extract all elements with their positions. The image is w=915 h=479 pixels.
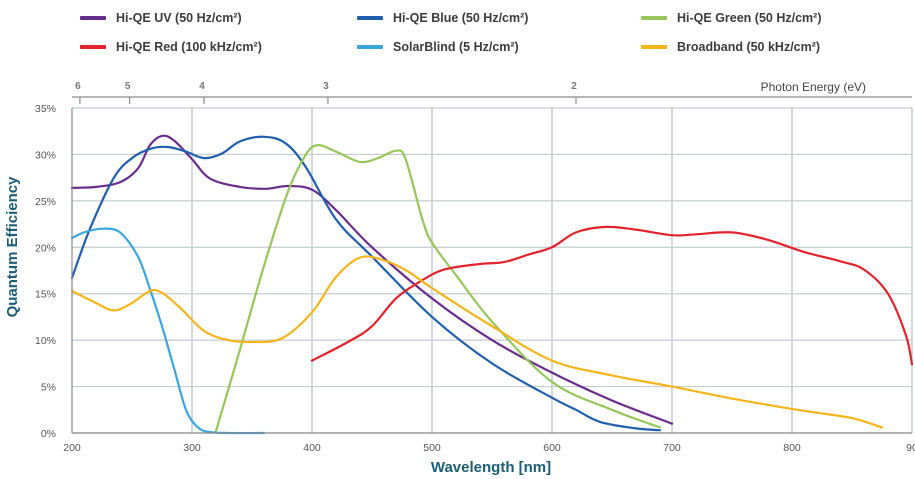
y-tick-label: 35%: [35, 103, 56, 115]
legend-item: Broadband (50 kHz/cm²): [641, 38, 820, 56]
axes: 0% 5% 10% 15% 20% 25% 30% 35% 200 300 400 500 600 700…: [35, 103, 915, 454]
chart-legend: Hi-QE UV (50 Hz/cm²) Hi-QE Blue (50 Hz/cm…: [0, 0, 915, 60]
legend-item: Hi-QE Green (50 Hz/cm²): [641, 9, 821, 27]
x-tick-label: 400: [303, 442, 321, 454]
legend-label: Hi-QE Red (100 kHz/cm²): [116, 40, 262, 54]
y-tick-label: 20%: [35, 242, 56, 254]
x-tick-label: 300: [183, 442, 201, 454]
legend-label: SolarBlind (5 Hz/cm²): [393, 40, 519, 54]
legend-label: Broadband (50 kHz/cm²): [677, 40, 821, 54]
x-tick-label: 700: [663, 442, 681, 454]
x-tick-label: 200: [63, 442, 81, 454]
y-tick-label: 25%: [35, 196, 56, 208]
legend-swatch: [357, 16, 383, 20]
y-tick-label: 5%: [41, 382, 56, 394]
series-lines: [70, 134, 914, 435]
y-axis-label: Quantum Efficiency: [4, 176, 21, 318]
photon-energy-axis: 6 5 4 3 2 Photon Energy (eV): [72, 80, 912, 104]
x-tick-label: 90: [906, 442, 915, 454]
legend-label: Hi-QE UV (50 Hz/cm²): [116, 11, 242, 25]
photon-energy-tick-label: 4: [199, 81, 205, 92]
y-tick-label: 10%: [35, 335, 56, 347]
y-tick-label: 0%: [41, 428, 56, 440]
photon-energy-tick-label: 2: [571, 81, 577, 92]
photon-energy-tick-label: 5: [125, 81, 131, 92]
series-line-1: [70, 135, 662, 432]
legend-item: Hi-QE UV (50 Hz/cm²): [80, 9, 242, 27]
photon-energy-tick-label: 6: [75, 81, 81, 92]
series-line-0: [70, 134, 674, 425]
legend-item: SolarBlind (5 Hz/cm²): [357, 38, 519, 56]
series-line-5: [70, 255, 884, 429]
photon-energy-tick-label: 3: [323, 81, 329, 92]
photon-energy-axis-label: Photon Energy (eV): [761, 80, 866, 94]
x-tick-label: 600: [543, 442, 561, 454]
legend-label: Hi-QE Blue (50 Hz/cm²): [393, 11, 529, 25]
x-tick-label: 500: [423, 442, 441, 454]
legend-label: Hi-QE Green (50 Hz/cm²): [677, 11, 822, 25]
y-tick-label: 30%: [35, 149, 56, 161]
legend-item: Hi-QE Blue (50 Hz/cm²): [357, 9, 528, 27]
legend-swatch: [641, 45, 667, 49]
x-tick-label: 800: [783, 442, 801, 454]
legend-swatch: [80, 16, 106, 20]
y-tick-label: 15%: [35, 289, 56, 301]
series-line-2: [214, 143, 662, 433]
legend-swatch: [641, 16, 667, 20]
legend-swatch: [357, 45, 383, 49]
legend-swatch: [80, 45, 106, 49]
series-line-3: [310, 225, 914, 366]
x-axis-label: Wavelength [nm]: [431, 459, 551, 476]
legend-item: Hi-QE Red (100 kHz/cm²): [80, 38, 262, 56]
series-line-4: [70, 227, 266, 435]
